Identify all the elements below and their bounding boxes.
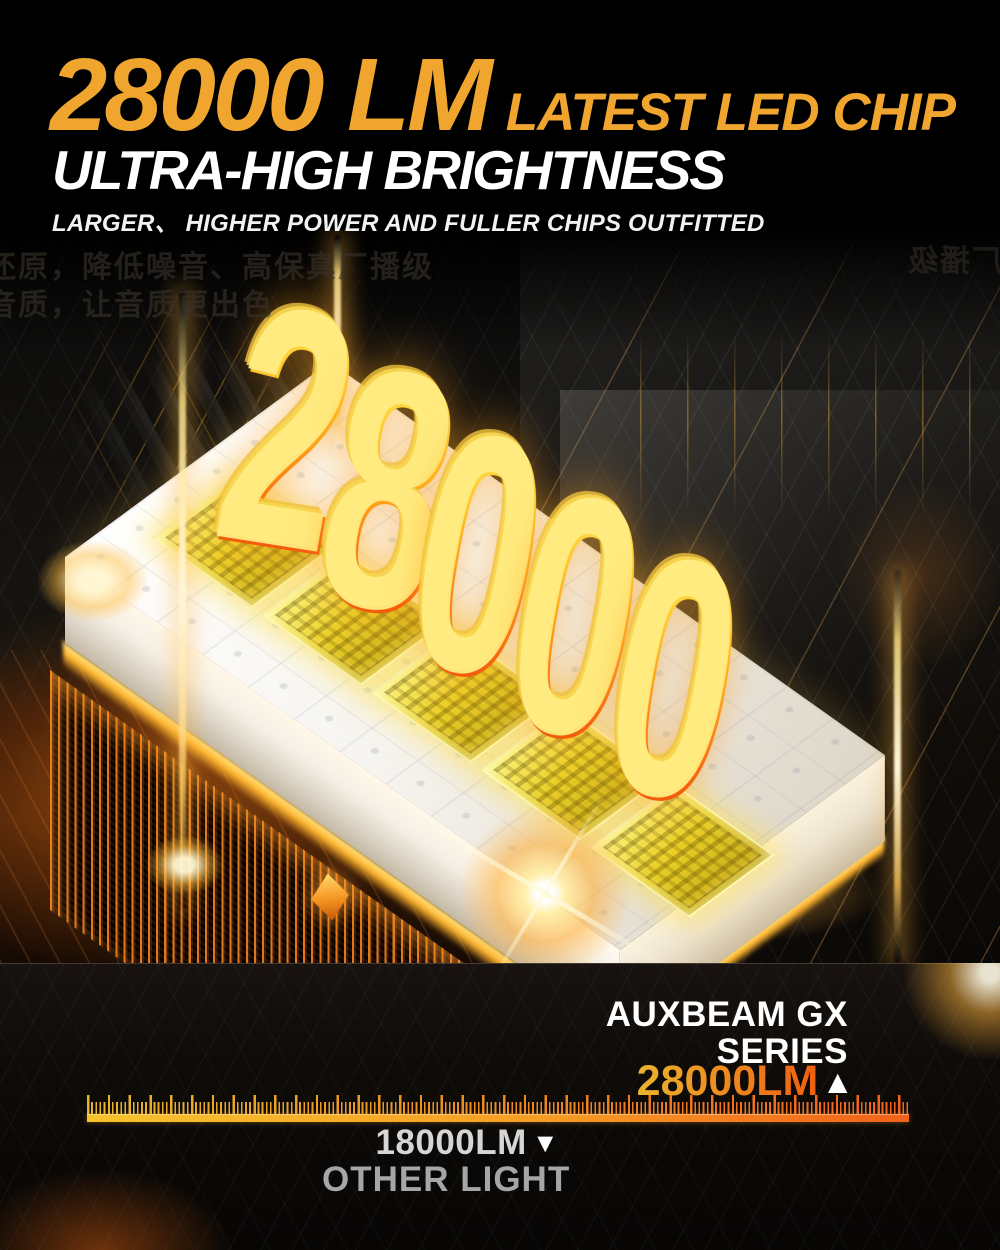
series-name: AUXBEAM GX SERIES xyxy=(606,996,848,1070)
light-hotspot-beam xyxy=(132,825,237,905)
other-light-label: OTHER LIGHT xyxy=(322,1160,571,1199)
ruler-bar xyxy=(87,1114,909,1122)
gold-pins-pattern xyxy=(640,330,980,520)
comparison-band: AUXBEAM GX SERIES 28000LM ▲ 18000LM ▼ OT… xyxy=(0,963,1000,1250)
light-beam-left xyxy=(179,290,186,910)
series-name-line1: AUXBEAM GX xyxy=(605,995,848,1034)
ruler-ticks-minor xyxy=(87,1102,909,1115)
hero-scene: 2 8 0 0 0 还原，降低噪音、高保真厂播级 音质，让音质更出色 厂播级 xyxy=(0,230,1000,963)
light-hotspot-corner xyxy=(18,526,168,636)
up-triangle-icon: ▲ xyxy=(821,1063,854,1100)
headline-suffix: LATEST LED CHIP xyxy=(505,83,956,142)
subheadline: ULTRA-HIGH BRIGHTNESS xyxy=(52,139,726,201)
lumen-ruler xyxy=(87,1094,909,1122)
band-glow-right xyxy=(895,963,1000,1068)
top-fade-overlay xyxy=(0,230,1000,350)
band-glow-left xyxy=(0,1133,290,1250)
headline-lumens: 28000 LM xyxy=(50,37,493,152)
headline-row: 28000 LM LATEST LED CHIP xyxy=(50,36,956,154)
light-beam-right xyxy=(894,570,901,963)
watermark-text-mirrored: 厂播级 xyxy=(906,245,1000,278)
series-name-line2: SERIES xyxy=(716,1032,848,1071)
other-lumen-value: 18000LM xyxy=(375,1123,527,1162)
down-triangle-icon: ▼ xyxy=(531,1127,559,1158)
other-value-row: 18000LM ▼ xyxy=(352,1123,582,1163)
lens-flare xyxy=(455,803,635,963)
tagline: LARGER、 HIGHER POWER AND FULLER CHIPS OU… xyxy=(52,210,765,237)
watermark-text: 音质，让音质更出色 xyxy=(0,289,274,322)
watermark-text: 还原，降低噪音、高保真厂播级 xyxy=(0,251,434,284)
light-beam-center xyxy=(334,235,341,450)
